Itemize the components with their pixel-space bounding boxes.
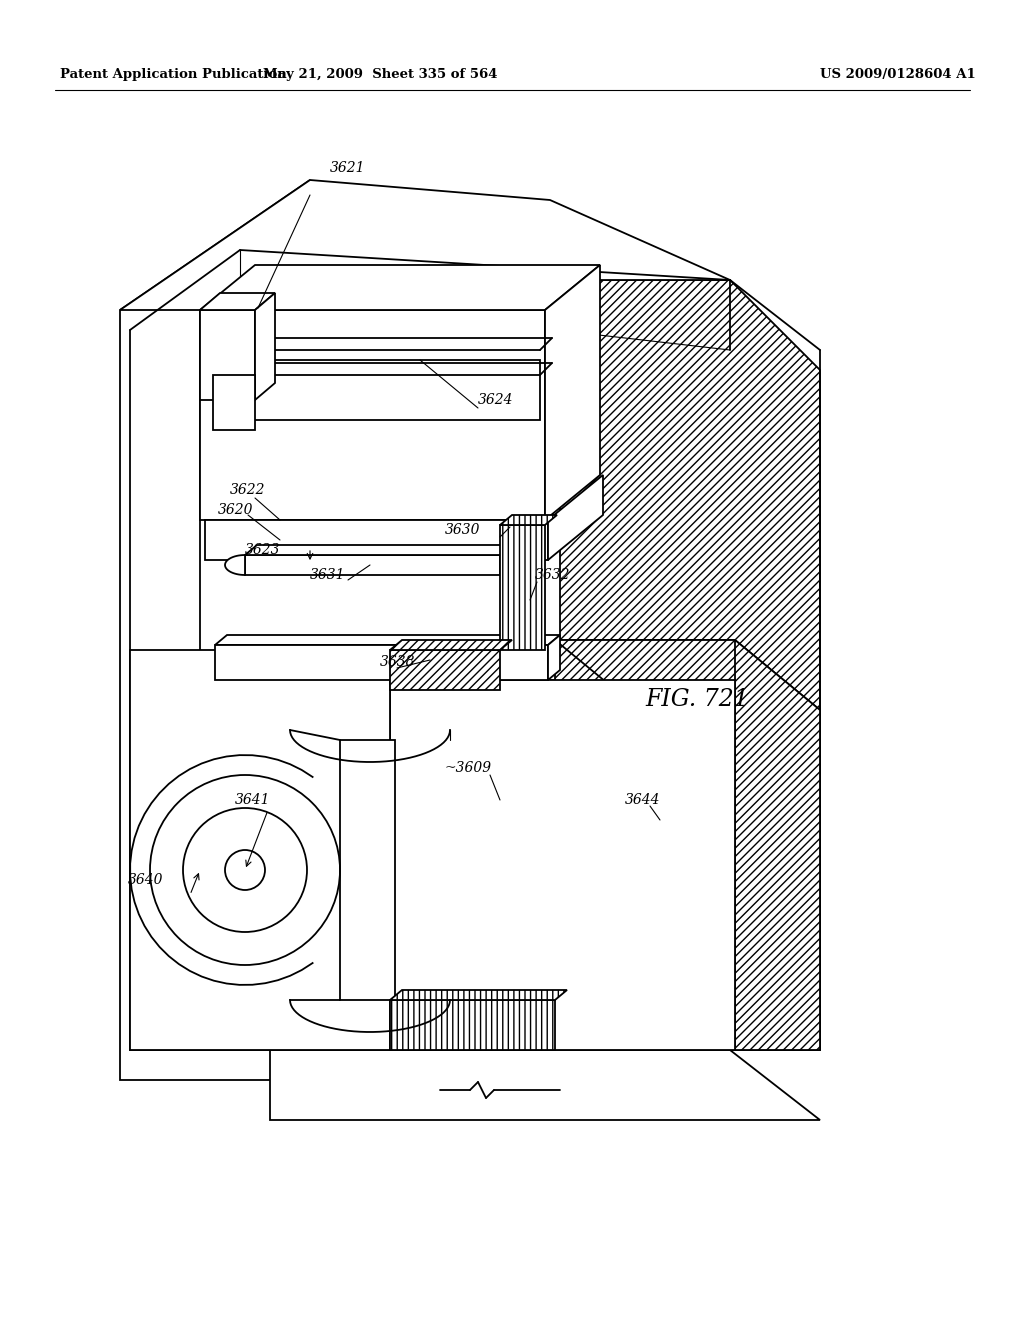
- Polygon shape: [200, 310, 545, 520]
- Text: 3621: 3621: [330, 161, 366, 176]
- Text: Patent Application Publication: Patent Application Publication: [60, 69, 287, 81]
- Polygon shape: [545, 265, 600, 520]
- Polygon shape: [245, 545, 512, 554]
- Polygon shape: [215, 360, 540, 420]
- Text: 3638: 3638: [380, 655, 416, 669]
- Text: 3622: 3622: [230, 483, 265, 498]
- Polygon shape: [245, 554, 500, 576]
- Text: 3632: 3632: [535, 568, 570, 582]
- Polygon shape: [200, 310, 560, 680]
- Text: 3644: 3644: [625, 793, 660, 807]
- Text: 3623: 3623: [245, 543, 281, 557]
- Polygon shape: [200, 293, 275, 310]
- Polygon shape: [390, 1001, 555, 1049]
- Text: 3630: 3630: [445, 523, 480, 537]
- Polygon shape: [130, 649, 390, 1049]
- Polygon shape: [390, 990, 567, 1001]
- Polygon shape: [548, 475, 603, 560]
- Polygon shape: [555, 640, 735, 1049]
- Polygon shape: [550, 280, 820, 1049]
- Text: US 2009/0128604 A1: US 2009/0128604 A1: [820, 69, 976, 81]
- Polygon shape: [735, 640, 820, 1049]
- Polygon shape: [215, 645, 548, 680]
- Text: 3631: 3631: [310, 568, 345, 582]
- Text: 3620: 3620: [218, 503, 254, 517]
- Polygon shape: [500, 515, 557, 525]
- Polygon shape: [390, 680, 735, 1049]
- Polygon shape: [200, 265, 600, 310]
- Polygon shape: [120, 180, 730, 310]
- Polygon shape: [200, 310, 255, 400]
- Polygon shape: [555, 640, 820, 710]
- Text: 3640: 3640: [128, 873, 164, 887]
- Text: 3624: 3624: [478, 393, 513, 407]
- Polygon shape: [215, 635, 560, 645]
- Text: FIG. 721: FIG. 721: [645, 689, 749, 711]
- Text: 3641: 3641: [234, 793, 270, 807]
- Polygon shape: [225, 554, 245, 576]
- Polygon shape: [390, 640, 512, 649]
- Polygon shape: [548, 635, 560, 680]
- Polygon shape: [340, 741, 395, 1001]
- Polygon shape: [120, 180, 310, 1080]
- Polygon shape: [213, 375, 255, 430]
- Polygon shape: [255, 293, 275, 400]
- Polygon shape: [205, 520, 548, 560]
- Polygon shape: [390, 649, 500, 690]
- Text: ~3609: ~3609: [445, 762, 493, 775]
- Polygon shape: [270, 1049, 820, 1119]
- Text: May 21, 2009  Sheet 335 of 564: May 21, 2009 Sheet 335 of 564: [263, 69, 498, 81]
- Polygon shape: [500, 525, 545, 649]
